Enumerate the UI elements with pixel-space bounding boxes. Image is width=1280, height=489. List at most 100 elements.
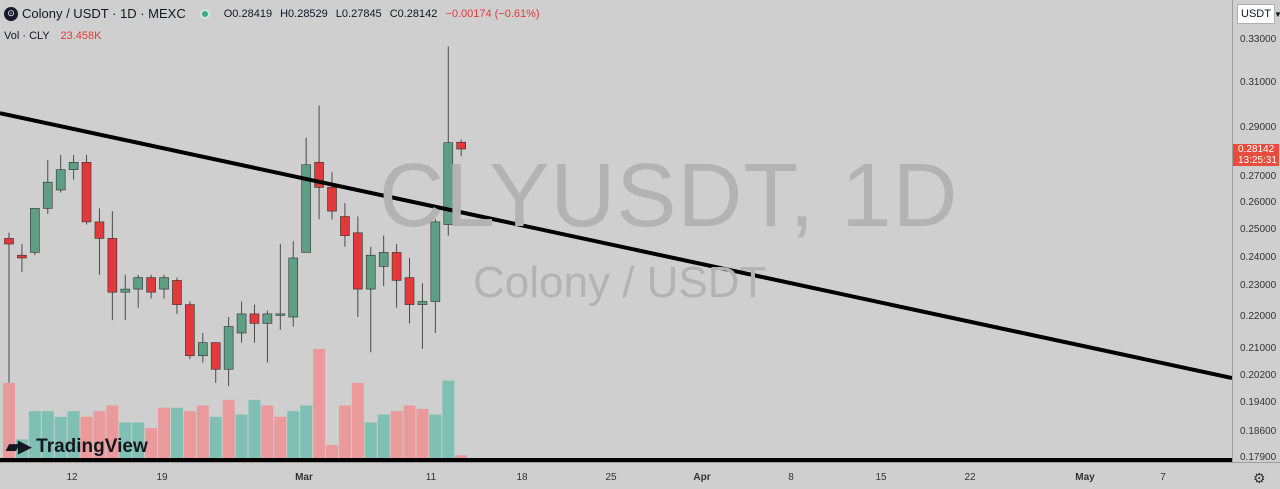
candle-body [4,238,14,245]
price-tick-label: 0.25000 [1240,224,1277,235]
price-tick-label: 0.18600 [1240,426,1277,437]
price-tick-label: 0.20200 [1240,370,1277,381]
price-tick-label: 0.29000 [1240,122,1277,133]
volume-bar [248,399,261,462]
chevron-down-icon: ▼ [1273,9,1280,19]
volume-bars [3,349,468,462]
candle-body [249,313,260,324]
candle-body [198,342,208,357]
candle-body [404,277,415,305]
symbol-title[interactable]: Colony / USDT · 1D · MEXC [22,6,186,21]
candle-body [443,142,454,225]
candle-body [55,169,66,191]
price-tick-label: 0.31000 [1240,77,1277,88]
candle-body [42,181,53,209]
candle-body [159,277,169,290]
volume-bar [67,411,80,462]
market-status-icon[interactable] [199,8,210,19]
change-value: −0.00174 (−0.61%) [445,7,540,20]
time-tick-label: 7 [1160,472,1166,483]
volume-bar [80,416,93,462]
volume-bar [274,416,287,462]
candle-body [275,313,286,316]
volume-bar [196,405,209,462]
volume-bar [54,416,67,462]
drawings[interactable] [0,111,1232,462]
time-tick-label: Apr [693,472,711,483]
time-tick-label: 19 [156,472,168,483]
volume-bar [403,405,416,462]
candle-body [210,342,221,370]
volume-bar [326,445,338,462]
chart-header: ⊙ Colony / USDT · 1D · MEXC O0.28419 H0.… [4,6,540,21]
candle-body [185,304,195,357]
candle-body [133,277,143,290]
volume-bar [145,428,158,462]
candle-body [353,232,363,290]
candle-body [30,208,40,253]
candle-body [365,254,376,290]
time-tick-label: 11 [425,472,437,483]
volume-bar [209,416,222,462]
time-tick-label: Mar [295,472,313,483]
candle-body [288,257,299,318]
candle-body [378,252,389,267]
volume-bar [261,405,274,462]
candle-body [340,216,350,236]
time-tick-label: 12 [66,472,78,483]
price-tick-label: 0.27000 [1240,171,1277,182]
trendline[interactable] [0,111,1232,380]
candle-body [236,313,247,334]
candle-body [172,280,182,305]
bar-countdown: 13:25:31 [1238,155,1277,166]
price-tick-label: 0.33000 [1240,34,1277,45]
time-tick-label: 18 [516,472,528,483]
price-axis[interactable]: USDT ▼ [1232,0,1280,462]
close-value: C0.28142 [389,7,438,20]
volume-bar [183,411,196,462]
volume-label[interactable]: Vol · CLY [4,30,50,42]
price-tick-label: 0.26000 [1240,197,1277,208]
candle-body [301,164,311,253]
price-tick-label: 0.21000 [1240,343,1277,354]
candle-body [81,162,92,223]
volume-bar [106,405,119,462]
last-price-tag: 0.28142 13:25:31 [1233,144,1279,166]
volume-bar [41,411,54,462]
chart-plot-area[interactable] [0,0,1232,462]
candle-body [314,162,324,188]
time-tick-label: 25 [605,472,617,483]
watermark-symbol: CLYUSDT, 1D [379,146,959,246]
volume-bar [3,382,15,462]
candle-body [430,221,441,302]
volume-bar [300,405,313,462]
candle-body [17,254,27,259]
candle-body [417,301,428,305]
currency-button-label: USDT [1241,8,1271,20]
volume-bar [158,407,171,462]
volume-bar [313,349,326,462]
volume-bar [28,411,41,462]
time-axis[interactable] [0,462,1280,489]
time-tick-label: 15 [875,472,887,483]
time-tick-label: 22 [964,472,976,483]
high-value: H0.28529 [280,7,328,20]
watermark-pair: Colony / USDT [473,258,767,307]
volume-bar [377,414,390,462]
candles [4,46,467,387]
ohlc-values: O0.28419 H0.28529 L0.27845 C0.28142 −0.0… [224,8,540,20]
price-tick-label: 0.23000 [1240,280,1277,291]
volume-bar [351,382,364,462]
volume-bar [235,414,248,462]
volume-bar [170,407,183,462]
volume-bar [338,405,351,462]
settings-gear-icon[interactable]: ⚙ [1253,470,1266,486]
volume-bar [442,380,455,462]
volume-bar [287,411,300,462]
low-value: L0.27845 [335,7,382,20]
last-price-value: 0.28142 [1238,144,1275,155]
volume-bar [416,408,429,462]
tradingview-logo[interactable]: ▰▶ TradingView [6,436,148,458]
currency-button[interactable]: USDT ▼ [1237,4,1280,24]
time-tick-label: May [1075,472,1095,483]
